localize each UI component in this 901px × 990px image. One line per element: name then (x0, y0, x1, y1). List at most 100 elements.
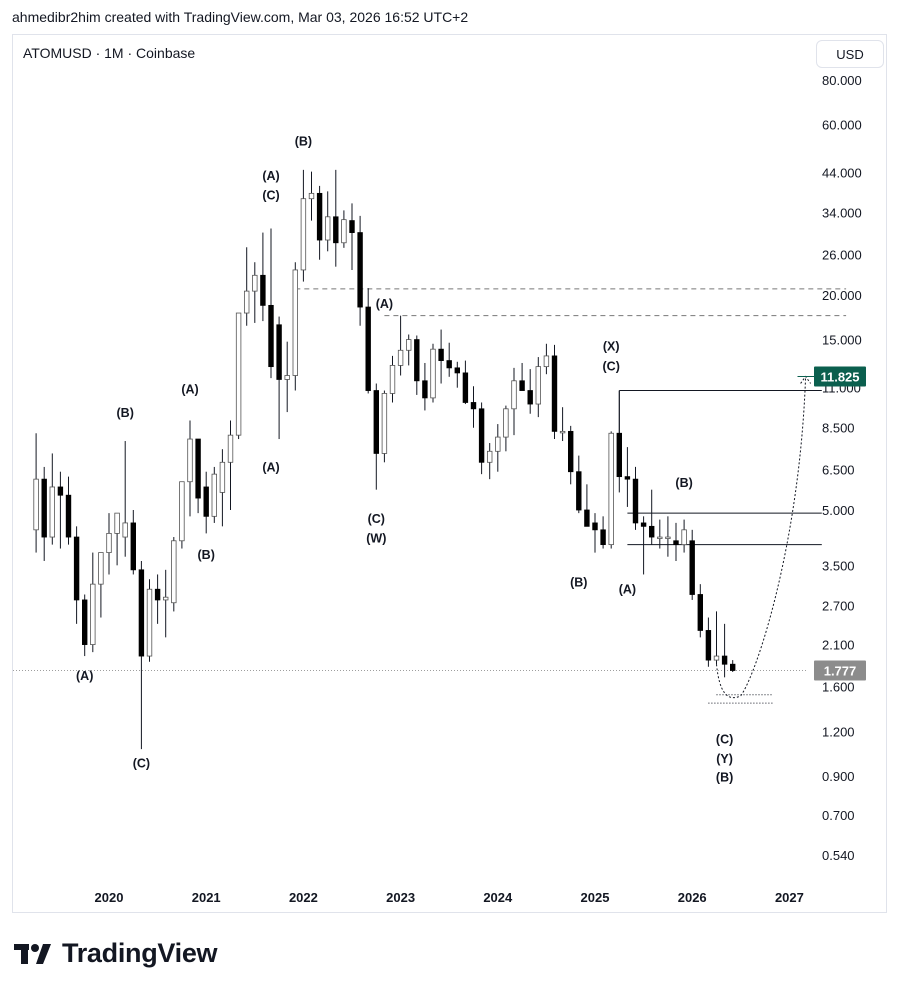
currency-button[interactable]: USD (816, 40, 884, 68)
candle-body[interactable] (90, 583, 96, 645)
candle-body[interactable] (308, 192, 315, 200)
candle-body[interactable] (389, 365, 396, 394)
candle-body[interactable] (608, 432, 614, 546)
candle-body[interactable] (713, 655, 720, 661)
candle-body[interactable] (519, 380, 525, 391)
candle-body[interactable] (730, 663, 736, 671)
candle-body[interactable] (446, 360, 452, 369)
candle-body[interactable] (689, 540, 695, 595)
candle-body[interactable] (195, 438, 201, 499)
candle-body[interactable] (203, 486, 209, 517)
candle-body[interactable] (568, 430, 574, 473)
candle-body[interactable] (349, 220, 355, 233)
candle-body[interactable] (486, 450, 493, 463)
candle-body[interactable] (697, 594, 703, 631)
candle-body[interactable] (414, 339, 420, 382)
candle-body[interactable] (106, 532, 112, 553)
candle-body[interactable] (73, 536, 80, 601)
candle-body[interactable] (721, 655, 728, 665)
price-axis-label: 2.700 (822, 599, 855, 614)
candle-body[interactable] (284, 375, 290, 380)
candle-body[interactable] (316, 192, 323, 241)
candle-body[interactable] (632, 478, 639, 524)
candle-body[interactable] (276, 324, 282, 380)
candle-body[interactable] (41, 478, 47, 538)
candle-body[interactable] (495, 436, 501, 452)
candle-body[interactable] (503, 408, 509, 438)
candle-body[interactable] (640, 522, 647, 527)
candle-body[interactable] (57, 486, 64, 496)
time-axis-label: 2024 (483, 890, 513, 905)
candle-body[interactable] (559, 430, 566, 434)
candle-body[interactable] (65, 494, 72, 538)
candle-body[interactable] (122, 522, 128, 538)
candle-body[interactable] (235, 312, 242, 436)
candle-body[interactable] (268, 304, 274, 368)
candle-body[interactable] (511, 380, 517, 410)
candle-body[interactable] (179, 481, 185, 542)
candle-body[interactable] (592, 522, 598, 531)
wave-label: (B) (716, 770, 733, 784)
candle-body[interactable] (462, 372, 469, 403)
candle-body[interactable] (162, 596, 169, 601)
candle-body[interactable] (341, 219, 347, 244)
candle-body[interactable] (705, 630, 712, 661)
candle-body[interactable] (324, 216, 331, 241)
candle-body[interactable] (154, 588, 161, 601)
chart-frame (12, 34, 887, 913)
candle-body[interactable] (146, 588, 153, 657)
candle-body[interactable] (405, 339, 412, 351)
candle-body[interactable] (616, 432, 622, 478)
candle-body[interactable] (260, 274, 266, 306)
tradingview-logo[interactable]: TradingView (14, 938, 218, 969)
candle-body[interactable] (187, 438, 193, 483)
candle-body[interactable] (82, 599, 88, 645)
candle-body[interactable] (397, 349, 404, 366)
time-axis-label: 2027 (775, 890, 804, 905)
candle-body[interactable] (333, 216, 339, 244)
price-chart[interactable]: 80.000 60.000 44.000 34.000 26.000 20.000 15.0… (0, 0, 901, 920)
candle-body[interactable] (657, 536, 663, 539)
candle-body[interactable] (130, 522, 136, 571)
candle-body[interactable] (422, 380, 428, 399)
candle-body[interactable] (673, 540, 679, 546)
candle-body[interactable] (438, 348, 444, 361)
symbol-label[interactable]: ATOMUSD · 1M · Coinbase (23, 45, 196, 61)
candle-body[interactable] (211, 473, 217, 517)
candle-body[interactable] (138, 569, 145, 657)
wave-label: (C) (368, 512, 385, 526)
candle-body[interactable] (430, 348, 436, 399)
time-axis-label: 2026 (678, 890, 707, 905)
candle-body[interactable] (584, 509, 590, 527)
candle-body[interactable] (454, 367, 460, 374)
candle-body[interactable] (357, 232, 363, 308)
candle-body[interactable] (171, 540, 177, 604)
candle-body[interactable] (252, 274, 258, 292)
candle-body[interactable] (114, 512, 120, 534)
candle-body[interactable] (292, 269, 298, 376)
candle-body[interactable] (527, 390, 533, 405)
candle-body[interactable] (551, 355, 558, 432)
candle-body[interactable] (535, 366, 541, 405)
candle-body[interactable] (470, 402, 477, 410)
candle-body[interactable] (681, 529, 687, 546)
candle-body[interactable] (365, 306, 371, 391)
candle-body[interactable] (478, 408, 485, 463)
target-price-badge (814, 366, 866, 387)
candle-body[interactable] (665, 536, 671, 539)
candle-body[interactable] (219, 461, 226, 493)
candle-body[interactable] (49, 486, 55, 538)
candle-body[interactable] (576, 471, 582, 511)
candle-body[interactable] (600, 529, 606, 546)
candle-body[interactable] (227, 434, 234, 463)
candle-body[interactable] (373, 390, 379, 454)
wave-label: (B) (570, 576, 587, 590)
candle-body[interactable] (624, 476, 631, 480)
candle-body[interactable] (300, 198, 307, 271)
candle-body[interactable] (381, 393, 388, 454)
candle-body[interactable] (649, 525, 655, 538)
candle-body[interactable] (243, 290, 250, 314)
candle-body[interactable] (543, 355, 550, 368)
candle-body[interactable] (98, 552, 104, 585)
candle-body[interactable] (33, 478, 39, 531)
